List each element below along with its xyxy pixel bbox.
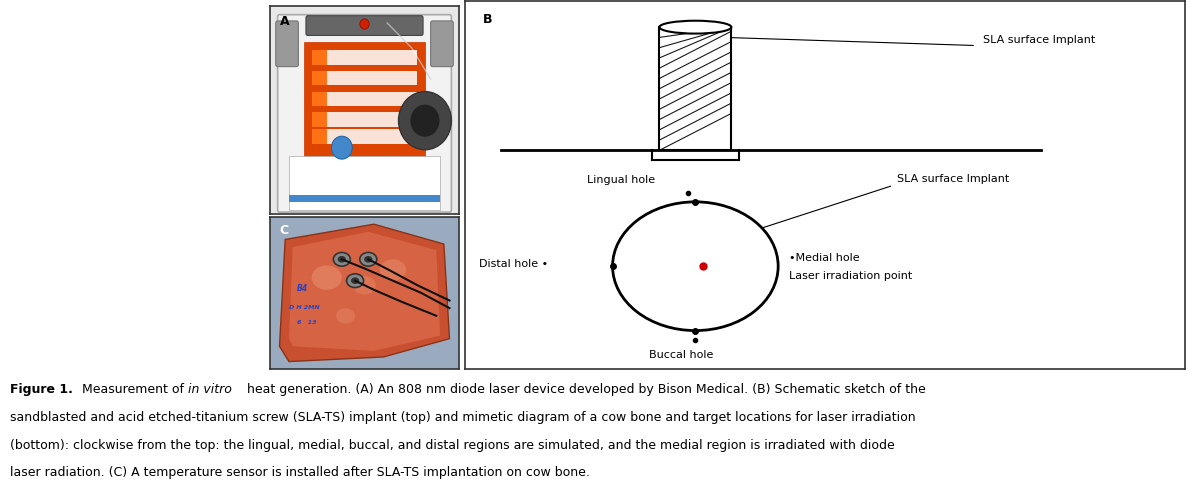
Circle shape [398, 92, 451, 150]
FancyBboxPatch shape [278, 16, 451, 213]
FancyBboxPatch shape [312, 51, 327, 65]
FancyBboxPatch shape [271, 217, 460, 370]
Ellipse shape [612, 203, 778, 331]
FancyBboxPatch shape [312, 72, 327, 86]
Text: Buccal hole: Buccal hole [648, 350, 713, 360]
Circle shape [332, 137, 352, 160]
FancyBboxPatch shape [431, 22, 454, 68]
FancyBboxPatch shape [312, 113, 327, 128]
FancyBboxPatch shape [312, 113, 417, 128]
Circle shape [360, 20, 369, 30]
FancyBboxPatch shape [304, 43, 425, 156]
Circle shape [312, 266, 342, 290]
Polygon shape [279, 225, 450, 362]
FancyBboxPatch shape [289, 196, 440, 202]
Circle shape [333, 253, 350, 266]
FancyBboxPatch shape [312, 130, 417, 144]
Text: sandblasted and acid etched-titanium screw (SLA-TS) implant (top) and mimetic di: sandblasted and acid etched-titanium scr… [10, 410, 915, 423]
FancyBboxPatch shape [275, 22, 298, 68]
Text: SLA surface Implant: SLA surface Implant [983, 35, 1096, 45]
FancyBboxPatch shape [312, 130, 327, 144]
Text: Distal hole •: Distal hole • [479, 258, 549, 268]
FancyBboxPatch shape [312, 92, 327, 107]
Polygon shape [289, 232, 440, 351]
Text: Lingual hole: Lingual hole [587, 175, 656, 185]
Text: in vitro: in vitro [188, 383, 232, 396]
Text: C: C [279, 224, 289, 237]
Bar [659, 28, 731, 151]
Circle shape [360, 253, 377, 266]
Text: B4: B4 [296, 283, 308, 292]
FancyBboxPatch shape [312, 92, 417, 107]
Text: A: A [279, 14, 289, 27]
FancyBboxPatch shape [312, 72, 417, 86]
Circle shape [336, 309, 355, 324]
Text: Figure 1.: Figure 1. [10, 383, 72, 396]
Text: Measurement of: Measurement of [78, 383, 188, 396]
Circle shape [354, 276, 375, 295]
FancyBboxPatch shape [312, 51, 417, 65]
Circle shape [338, 256, 346, 263]
Text: D H 2MN: D H 2MN [289, 304, 320, 310]
Text: 6   13: 6 13 [296, 320, 316, 325]
FancyBboxPatch shape [289, 156, 440, 211]
Circle shape [351, 278, 360, 285]
Text: Laser irradiation point: Laser irradiation point [789, 271, 912, 281]
Circle shape [410, 105, 440, 138]
Text: •Medial hole: •Medial hole [789, 252, 860, 263]
Circle shape [380, 260, 407, 281]
Ellipse shape [659, 22, 731, 35]
Text: B: B [482, 12, 492, 25]
Circle shape [365, 256, 373, 263]
Text: laser radiation. (C) A temperature sensor is installed after SLA-TS implantation: laser radiation. (C) A temperature senso… [10, 465, 589, 478]
Text: SLA surface Implant: SLA surface Implant [897, 174, 1009, 184]
Text: (bottom): clockwise from the top: the lingual, medial, buccal, and distal region: (bottom): clockwise from the top: the li… [10, 438, 894, 451]
Circle shape [346, 274, 363, 288]
Text: heat generation. (A) An 808 nm diode laser device developed by Bison Medical. (B: heat generation. (A) An 808 nm diode las… [243, 383, 925, 396]
FancyBboxPatch shape [306, 17, 423, 36]
